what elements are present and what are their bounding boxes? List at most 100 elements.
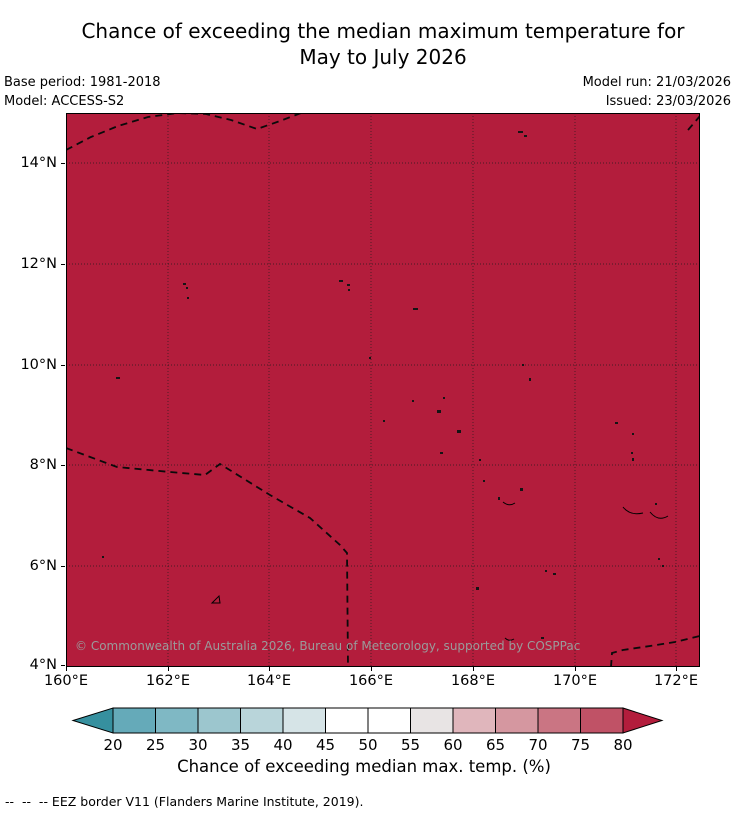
longitude-axis: 160°E 162°E 164°E 166°E 168°E 170°E 172°E [44, 667, 702, 693]
colorbar-cell [410, 707, 454, 734]
colorbar-tick-label: 70 [528, 736, 548, 754]
longitude-tick-label: 168°E [450, 673, 496, 689]
atoll-outline [622, 506, 644, 515]
latitude-tick-mark [61, 665, 65, 666]
map-plot-area: © Commonwealth of Australia 2026, Bureau… [66, 113, 700, 667]
colorbar-arrow-right [622, 707, 664, 734]
island-mark [116, 377, 120, 379]
island-mark [655, 503, 657, 505]
latitude-tick-label: 14°N [20, 155, 57, 171]
latitude-tick-mark [61, 264, 65, 265]
colorbar-tick-label: 65 [485, 736, 506, 754]
island-mark [440, 452, 443, 454]
eez-footnote: -- -- -- EEZ border V11 (Flanders Marine… [5, 794, 364, 809]
colorbar-cell [325, 707, 369, 734]
island-mark [615, 422, 618, 424]
colorbar-tick-label: 35 [230, 736, 251, 754]
longitude-tick-mark [66, 667, 67, 671]
island-mark [518, 131, 523, 133]
latitude-tick-mark [61, 566, 65, 567]
latitude-tick-mark [61, 465, 65, 466]
longitude-tick-mark [371, 667, 372, 671]
colorbar-cell [580, 707, 624, 734]
island-mark [658, 558, 660, 560]
longitude-tick-label: 160°E [43, 673, 89, 689]
island-mark [545, 570, 547, 572]
longitude-tick-mark [575, 667, 576, 671]
island-mark [183, 283, 186, 285]
longitude-tick-mark [676, 667, 677, 671]
island-mark [186, 287, 188, 289]
colorbar-cell [367, 707, 411, 734]
eez-border-line [66, 447, 349, 667]
island-mark [632, 458, 634, 461]
longitude-tick-mark [168, 667, 169, 671]
issued-text: Issued: 23/03/2026 [605, 94, 731, 109]
colorbar-label: Chance of exceeding median max. temp. (%… [177, 757, 551, 776]
colorbar-tick-label: 40 [273, 736, 293, 754]
island-mark [631, 452, 633, 454]
figure-title-line2: May to July 2026 [299, 45, 467, 69]
colorbar-tick-label: 50 [358, 736, 378, 754]
longitude-tick-label: 164°E [246, 673, 292, 689]
colorbar-tick-label: 55 [400, 736, 421, 754]
island-mark [443, 397, 445, 399]
atoll-outline [504, 637, 515, 641]
atoll-outline [210, 594, 221, 604]
island-mark [413, 308, 418, 310]
longitude-tick-label: 162°E [145, 673, 191, 689]
latitude-tick-mark [61, 365, 65, 366]
colorbar-cell [197, 707, 241, 734]
island-mark [187, 297, 189, 299]
latitude-tick-label: 4°N [29, 657, 57, 673]
latitude-tick-label: 12°N [20, 256, 57, 272]
latitude-tick-label: 8°N [29, 457, 57, 473]
copyright-text: © Commonwealth of Australia 2026, Bureau… [75, 639, 581, 653]
atoll-outline [502, 501, 516, 506]
island-mark [541, 637, 544, 639]
island-mark [476, 587, 479, 590]
longitude-tick-mark [269, 667, 270, 671]
colorbar-cell [537, 707, 581, 734]
colorbar-tick-label: 75 [570, 736, 591, 754]
longitude-tick-label: 172°E [653, 673, 699, 689]
colorbar-cell [495, 707, 539, 734]
island-mark [479, 459, 481, 461]
island-mark [339, 280, 343, 282]
colorbar-cell [240, 707, 284, 734]
colorbar-arrow-left [71, 707, 114, 734]
colorbar-cell [452, 707, 496, 734]
latitude-tick-mark [61, 163, 65, 164]
island-mark [498, 497, 500, 500]
colorbar [71, 707, 664, 734]
eez-border-line [610, 635, 700, 667]
base-period-text: Base period: 1981-2018 [4, 75, 161, 90]
model-text: Model: ACCESS-S2 [4, 94, 125, 109]
island-mark [369, 357, 371, 359]
latitude-tick-label: 10°N [20, 357, 57, 373]
longitude-tick-label: 166°E [348, 673, 394, 689]
map-fill [66, 113, 700, 667]
model-run-text: Model run: 21/03/2026 [582, 75, 731, 90]
colorbar-cell [112, 707, 156, 734]
colorbar-tick-label: 80 [613, 736, 633, 754]
colorbar-tick-labels: 20 25 30 35 40 45 50 55 60 65 70 75 80 [66, 736, 700, 756]
island-mark [437, 410, 441, 413]
island-mark [383, 420, 385, 422]
map-canvas [66, 113, 700, 667]
longitude-tick-label: 170°E [552, 673, 598, 689]
latitude-axis: 14°N 12°N 10°N 8°N 6°N 4°N [0, 113, 66, 673]
colorbar-cell [155, 707, 199, 734]
island-mark [662, 565, 664, 567]
eez-border-line [687, 115, 700, 131]
colorbar-tick-label: 45 [315, 736, 336, 754]
island-mark [348, 289, 350, 291]
longitude-tick-mark [473, 667, 474, 671]
colorbar-tick-label: 25 [145, 736, 166, 754]
map-border [66, 113, 700, 667]
island-mark [347, 284, 350, 286]
island-mark [522, 364, 524, 366]
atoll-outline [649, 511, 669, 519]
island-mark [520, 488, 523, 491]
